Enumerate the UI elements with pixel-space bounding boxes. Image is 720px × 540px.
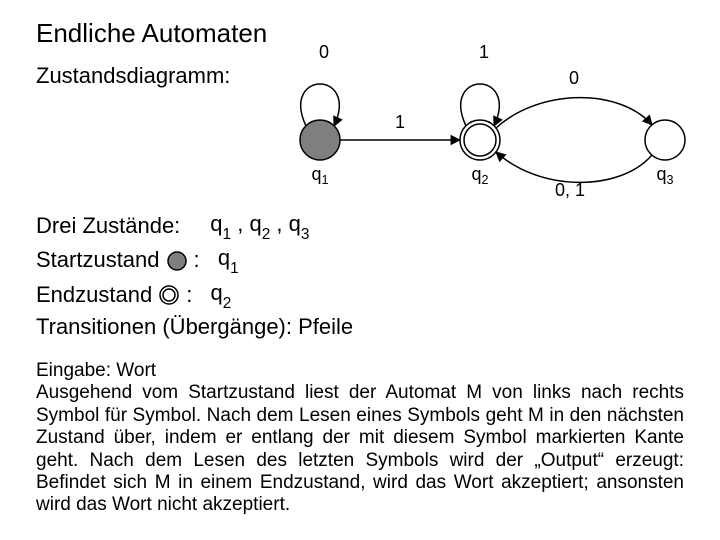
- state-q1: [300, 120, 340, 160]
- description-paragraph: Eingabe: Wort Ausgehend vom Startzustand…: [36, 360, 684, 517]
- definitions-block: Drei Zustände: q1 , q2 , q3 Startzustand…: [36, 210, 353, 344]
- def-start: Startzustand : q1: [36, 244, 353, 276]
- paragraph-head: Eingabe: Wort: [36, 360, 684, 382]
- state-label-q3: q3: [656, 164, 673, 187]
- edge-label-q2-loop-1: 1: [479, 42, 489, 62]
- def-end: Endzustand : q2: [36, 279, 353, 311]
- state-label-q1: q1: [311, 164, 328, 187]
- end-state-icon: [158, 284, 180, 306]
- state-q3: [645, 120, 685, 160]
- def-start-value: q1: [218, 244, 239, 276]
- edge-label-q1-q2-1: 1: [395, 112, 405, 132]
- edge-label-q1-loop-0: 0: [319, 42, 329, 62]
- def-transitions: Transitionen (Übergänge): Pfeile: [36, 313, 353, 342]
- paragraph-body: Ausgehend vom Startzustand liest der Aut…: [36, 382, 684, 516]
- def-end-label: Endzustand: [36, 281, 152, 310]
- edge-q3-q2-01: [496, 152, 652, 182]
- edge-q2-q3-0: [496, 98, 652, 128]
- edge-label-q3-q2-01: 0, 1: [555, 180, 585, 200]
- def-states-label: Drei Zustände:: [36, 212, 180, 241]
- edge-label-q2-q3-0: 0: [569, 68, 579, 88]
- state-q2: [460, 120, 500, 160]
- start-state-icon: [166, 250, 188, 272]
- def-start-label: Startzustand: [36, 246, 160, 275]
- def-end-value: q2: [211, 279, 232, 311]
- def-states-values: q1 , q2 , q3: [210, 210, 309, 242]
- state-label-q2: q2: [471, 164, 488, 187]
- state-diagram: 0 1 1 0 0, 1 q1 q2 q3: [0, 40, 720, 200]
- def-states: Drei Zustände: q1 , q2 , q3: [36, 210, 353, 242]
- slide: Endliche Automaten Zustandsdiagramm: 011…: [0, 0, 720, 540]
